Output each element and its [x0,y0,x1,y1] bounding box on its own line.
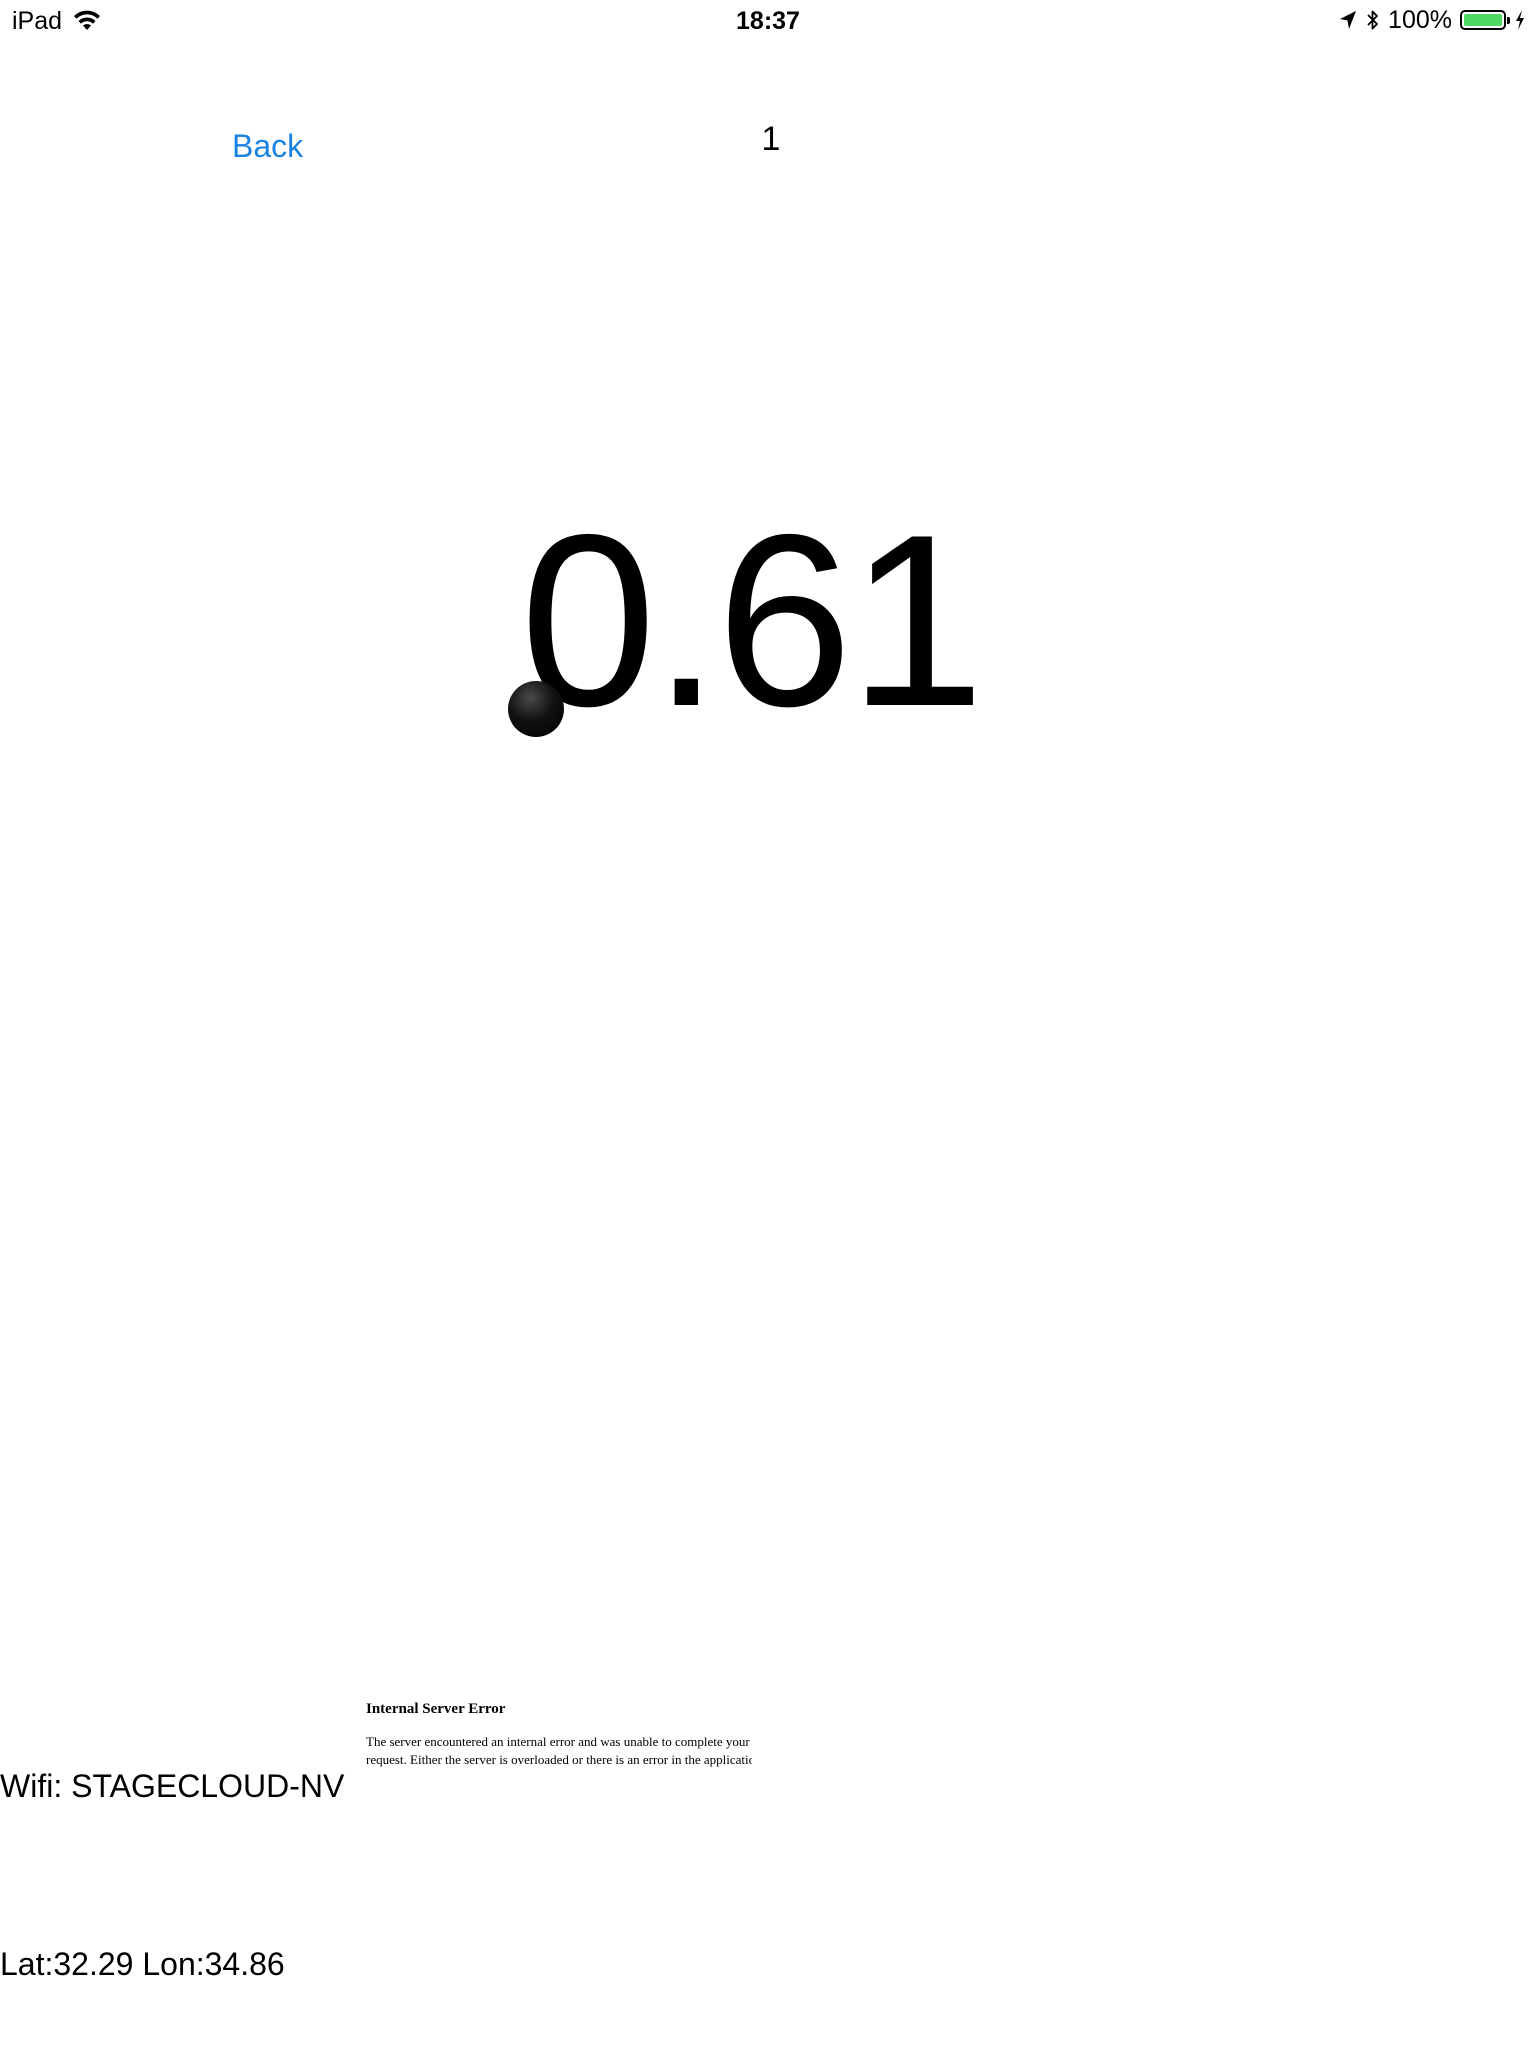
location-arrow-icon [1340,11,1357,29]
ball-indicator [508,681,564,737]
battery-cap [1507,17,1510,24]
wifi-network-label: Wifi: STAGECLOUD-NV [0,1768,345,1804]
bluetooth-icon [1367,10,1378,30]
page-counter: 1 [761,120,781,158]
reading-value: 0.61 [520,483,985,757]
status-time: 18:37 [736,7,800,35]
location-label: Lat:32.29 Lon:34.86 [0,1946,285,1982]
wifi-icon [74,10,100,30]
error-webview: Internal Server Error The server encount… [366,1700,752,1780]
back-button[interactable]: Back [232,128,304,164]
status-right-group: 100% [1338,4,1526,36]
battery-level-fill [1464,14,1502,26]
device-name: iPad [12,7,63,35]
battery-icon [1460,10,1510,30]
battery-percent: 100% [1388,6,1452,34]
status-bar: iPad 18:37 100% [0,0,1536,40]
error-title: Internal Server Error [366,1701,506,1717]
charging-bolt-icon [1516,10,1524,30]
error-message: The server encountered an internal error… [366,1734,752,1767]
